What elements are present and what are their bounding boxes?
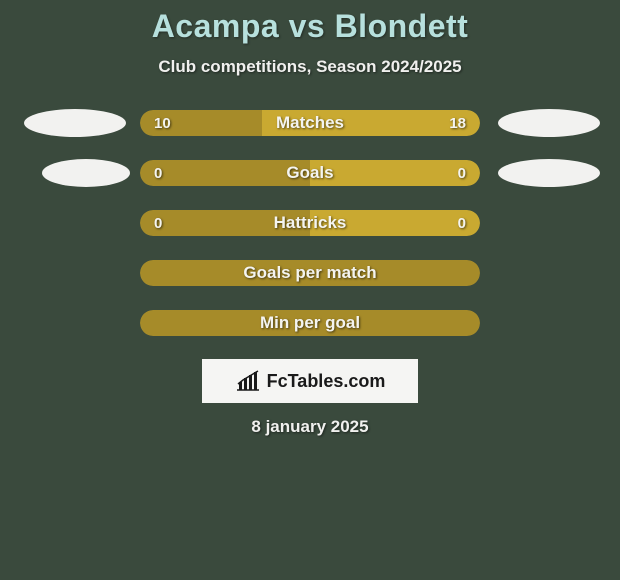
chart-icon xyxy=(235,370,261,392)
watermark-text: FcTables.com xyxy=(267,371,386,392)
stat-bar: Min per goal xyxy=(140,310,480,336)
stat-row: Goals per match xyxy=(0,259,620,287)
stat-label: Goals per match xyxy=(140,260,480,286)
page-title: Acampa vs Blondett xyxy=(0,8,620,45)
stat-row: Min per goal xyxy=(0,309,620,337)
stat-bar: Goals per match xyxy=(140,260,480,286)
stat-row: 1018Matches xyxy=(0,109,620,137)
stat-label: Min per goal xyxy=(140,310,480,336)
stat-row: 00Goals xyxy=(0,159,620,187)
page-subtitle: Club competitions, Season 2024/2025 xyxy=(0,57,620,77)
avatar-slot-left xyxy=(20,109,130,137)
stat-bar: 00Hattricks xyxy=(140,210,480,236)
watermark: FcTables.com xyxy=(202,359,418,403)
stat-bar: 1018Matches xyxy=(140,110,480,136)
stat-bar: 00Goals xyxy=(140,160,480,186)
stat-rows: 1018Matches 00Goals 00Hattricks Goals per m… xyxy=(0,109,620,337)
stat-label: Matches xyxy=(140,110,480,136)
date-label: 8 january 2025 xyxy=(0,417,620,437)
avatar-slot-right xyxy=(490,159,600,187)
comparison-card: Acampa vs Blondett Club competitions, Se… xyxy=(0,0,620,437)
stat-label: Goals xyxy=(140,160,480,186)
avatar-slot-left xyxy=(20,159,130,187)
player-avatar-right xyxy=(498,159,600,187)
player-avatar-left xyxy=(24,109,126,137)
stat-row: 00Hattricks xyxy=(0,209,620,237)
stat-label: Hattricks xyxy=(140,210,480,236)
player-avatar-right xyxy=(498,109,600,137)
avatar-slot-right xyxy=(490,109,600,137)
player-avatar-left xyxy=(42,159,130,187)
